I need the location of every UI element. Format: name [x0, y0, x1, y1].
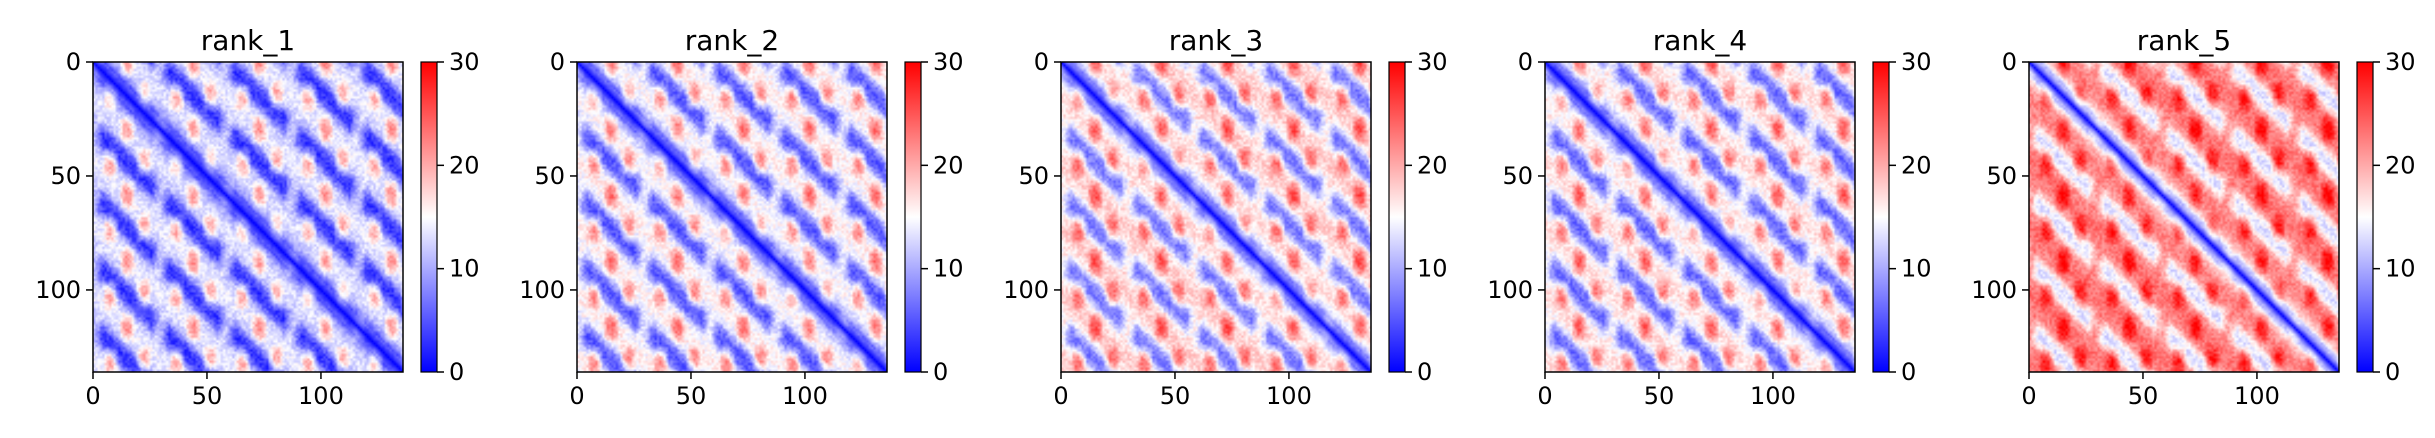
plot-frame	[576, 61, 888, 373]
x-tick-label: 50	[1160, 382, 1191, 410]
y-tick-label: 0	[1518, 48, 1533, 76]
y-tick-label: 0	[1034, 48, 1049, 76]
colorbar-tick-label: 20	[1417, 151, 1448, 179]
y-tick-label: 50	[1502, 162, 1533, 190]
y-tick-label: 50	[1018, 162, 1049, 190]
colorbar-tick-label: 0	[449, 358, 464, 386]
heatmap-image	[1545, 62, 1855, 372]
x-tick-label: 100	[1750, 382, 1796, 410]
plot-frame	[92, 61, 404, 373]
plot-frame	[1544, 61, 1856, 373]
x-tick-label: 0	[2021, 382, 2036, 410]
colorbar-tick-label: 30	[2385, 48, 2416, 76]
heatmap-image	[577, 62, 887, 372]
colorbar	[420, 61, 438, 373]
chart-title: rank_3	[1169, 24, 1263, 57]
colorbar-tick-label: 30	[449, 48, 480, 76]
y-tick-label: 0	[66, 48, 81, 76]
heatmap-image	[1061, 62, 1371, 372]
chart-title: rank_5	[2137, 24, 2231, 57]
y-tick-label: 50	[1986, 162, 2017, 190]
x-tick-label: 50	[1644, 382, 1675, 410]
colorbar-tick-label: 30	[1901, 48, 1932, 76]
heatmap-image	[93, 62, 403, 372]
y-tick-label: 50	[50, 162, 81, 190]
colorbar	[2356, 61, 2374, 373]
y-tick-label: 100	[1971, 276, 2017, 304]
x-tick-label: 0	[85, 382, 100, 410]
colorbar-tick-label: 0	[1417, 358, 1432, 386]
y-tick-label: 0	[2002, 48, 2017, 76]
colorbar-tick-label: 20	[1901, 151, 1932, 179]
x-tick-label: 0	[1537, 382, 1552, 410]
x-tick-label: 100	[782, 382, 828, 410]
x-tick-label: 100	[298, 382, 344, 410]
colorbar-tick-label: 30	[1417, 48, 1448, 76]
colorbar	[1388, 61, 1406, 373]
colorbar	[904, 61, 922, 373]
colorbar-tick-label: 30	[933, 48, 964, 76]
y-tick-label: 100	[1003, 276, 1049, 304]
colorbar-tick-label: 0	[2385, 358, 2400, 386]
colorbar	[1872, 61, 1890, 373]
heatmap-panel-5: rank_5 0 50 100 0 50 100 0 10 20 30	[1971, 24, 2415, 410]
y-tick-label: 100	[1487, 276, 1533, 304]
y-tick-label: 0	[550, 48, 565, 76]
heatmap-panel-1: rank_1 0 50 100 0 50 100 0 10 20 30	[35, 24, 479, 410]
plot-frame	[2028, 61, 2340, 373]
heatmap-panel-4: rank_4 0 50 100 0 50 100 0 10 20 30	[1487, 24, 1931, 410]
x-tick-label: 50	[2128, 382, 2159, 410]
heatmap-panel-3: rank_3 0 50 100 0 50 100 0 10 20 30	[1003, 24, 1447, 410]
y-tick-label: 50	[534, 162, 565, 190]
heatmap-panel-2: rank_2 0 50 100 0 50 100 0 10 20 30	[519, 24, 963, 410]
heatmap-image	[2029, 62, 2339, 372]
plot-frame	[1060, 61, 1372, 373]
colorbar-tick-label: 10	[1901, 255, 1932, 283]
x-tick-label: 50	[192, 382, 223, 410]
y-tick-label: 100	[35, 276, 81, 304]
chart-title: rank_2	[685, 24, 779, 57]
x-tick-label: 0	[1053, 382, 1068, 410]
x-tick-label: 50	[676, 382, 707, 410]
colorbar-tick-label: 10	[449, 255, 480, 283]
x-tick-label: 100	[1266, 382, 1312, 410]
colorbar-tick-label: 10	[2385, 255, 2416, 283]
colorbar-tick-label: 20	[449, 151, 480, 179]
chart-title: rank_1	[201, 24, 295, 57]
colorbar-tick-label: 20	[2385, 151, 2416, 179]
y-tick-label: 100	[519, 276, 565, 304]
colorbar-tick-label: 0	[1901, 358, 1916, 386]
colorbar-tick-label: 20	[933, 151, 964, 179]
x-tick-label: 100	[2234, 382, 2280, 410]
colorbar-tick-label: 10	[1417, 255, 1448, 283]
x-tick-label: 0	[569, 382, 584, 410]
colorbar-tick-label: 0	[933, 358, 948, 386]
chart-title: rank_4	[1653, 24, 1747, 57]
colorbar-tick-label: 10	[933, 255, 964, 283]
